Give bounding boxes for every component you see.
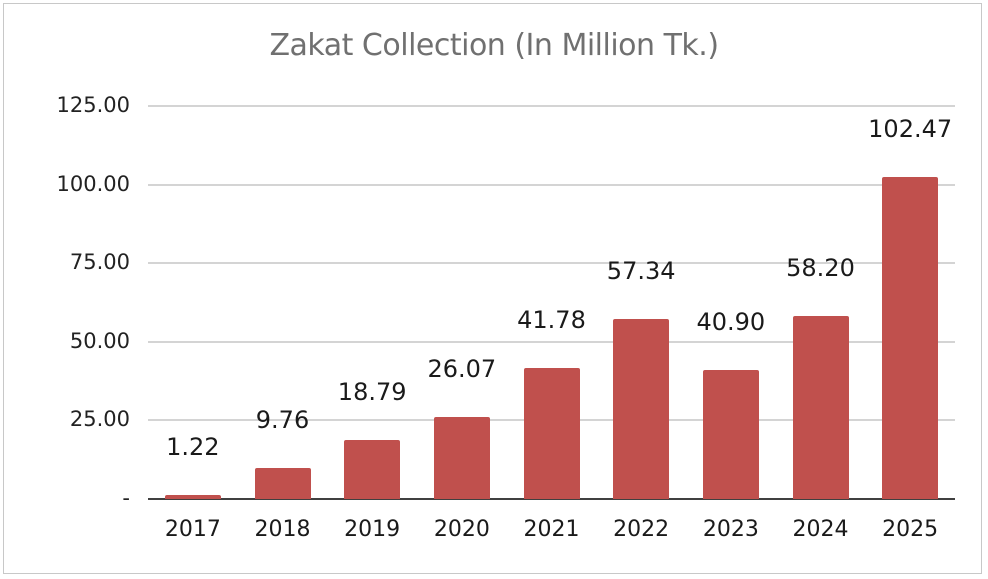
data-label: 9.76 xyxy=(255,406,310,435)
bar-2019 xyxy=(344,439,401,499)
y-tick-label: 25.00 xyxy=(69,407,130,432)
chart-title: Zakat Collection (In Million Tk.) xyxy=(269,28,719,63)
x-tick-label: 2021 xyxy=(523,517,580,542)
x-tick-label: 2017 xyxy=(164,517,221,542)
y-tick-label: - xyxy=(122,486,130,510)
x-tick-label: 2019 xyxy=(344,517,401,542)
x-tick-label: 2020 xyxy=(433,517,490,542)
data-label: 40.90 xyxy=(696,308,766,337)
data-label: 57.34 xyxy=(606,256,676,285)
bar-2024 xyxy=(792,316,849,499)
data-label: 102.47 xyxy=(868,114,953,143)
bar-2020 xyxy=(433,417,490,499)
data-label: 58.20 xyxy=(786,254,855,283)
x-tick-label: 2025 xyxy=(882,517,939,542)
data-label: 1.22 xyxy=(166,433,220,462)
gridline xyxy=(148,183,955,186)
data-label: 41.78 xyxy=(517,305,586,334)
data-label: 18.79 xyxy=(337,377,407,406)
x-tick-label: 2024 xyxy=(792,517,849,542)
x-tick-label: 2023 xyxy=(702,517,759,542)
bar-2025 xyxy=(882,176,939,499)
y-tick-label: 75.00 xyxy=(69,250,130,275)
y-tick-label: 100.00 xyxy=(56,171,130,196)
x-axis-line xyxy=(148,498,955,500)
gridline xyxy=(148,340,955,343)
gridline xyxy=(148,262,955,265)
bar-2022 xyxy=(613,318,670,499)
y-tick-label: 125.00 xyxy=(56,93,130,117)
x-tick-label: 2018 xyxy=(254,517,311,542)
bar-2018 xyxy=(254,468,311,499)
bar-2021 xyxy=(523,367,580,499)
bar-2023 xyxy=(702,370,759,499)
x-tick-label: 2022 xyxy=(613,517,670,542)
gridline xyxy=(148,105,955,107)
bar-2017 xyxy=(164,495,221,499)
y-tick-label: 50.00 xyxy=(69,328,130,353)
data-label: 26.07 xyxy=(427,355,497,384)
